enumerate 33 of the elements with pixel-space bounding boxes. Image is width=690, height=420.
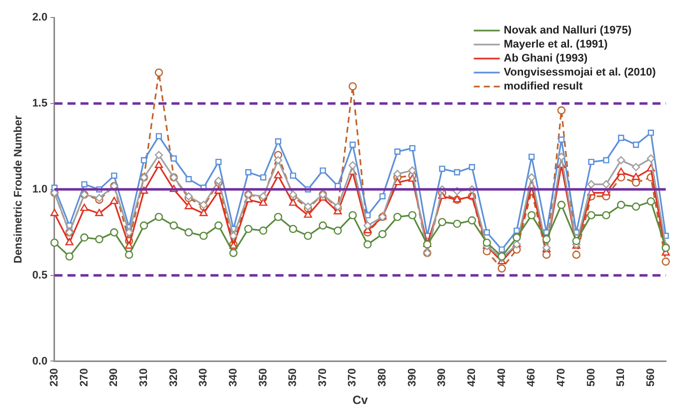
x-tick-label: 420: [466, 368, 478, 387]
x-tick-label: 390: [436, 368, 448, 387]
x-tick-label: 380: [376, 368, 389, 387]
y-tick-label: 0.5: [32, 269, 48, 282]
x-tick-label: 230: [48, 368, 61, 387]
x-tick-label: 320: [168, 368, 180, 387]
legend-label: Vongvisessmojai et al. (2010): [504, 66, 656, 79]
legend-label: Mayerle et al. (1991): [504, 38, 608, 51]
legend-label: Novak and Nalluri (1975): [504, 24, 632, 37]
x-tick-label: 290: [108, 368, 120, 387]
x-axis-title: Cv: [352, 393, 368, 408]
x-tick-label: 340: [198, 368, 210, 387]
x-tick-label: 370: [316, 368, 329, 387]
x-tick-label: 460: [526, 368, 538, 387]
x-tick-label: 350: [257, 368, 270, 387]
y-tick-label: 2.0: [32, 12, 48, 24]
x-tick-label: 390: [406, 368, 418, 387]
x-tick-label: 310: [138, 368, 150, 387]
legend-label: modified result: [504, 80, 583, 93]
legend-label: Ab Ghani (1993): [504, 52, 588, 65]
x-tick-label: 270: [78, 368, 90, 387]
x-tick-label: 350: [287, 368, 300, 387]
y-axis-title: Densimetric Froude Number: [12, 114, 25, 264]
x-tick-label: 510: [615, 368, 628, 387]
y-tick-label: 1.5: [32, 98, 48, 110]
x-tick-label: 560: [644, 368, 657, 387]
x-tick-label: 470: [555, 368, 568, 387]
x-tick-label: 370: [346, 368, 359, 387]
x-tick-label: 500: [585, 368, 598, 387]
y-tick-label: 1.0: [32, 183, 48, 196]
y-tick-label: 0.0: [32, 355, 48, 368]
x-tick-label: 440: [496, 368, 508, 387]
x-tick-label: 340: [227, 368, 240, 387]
